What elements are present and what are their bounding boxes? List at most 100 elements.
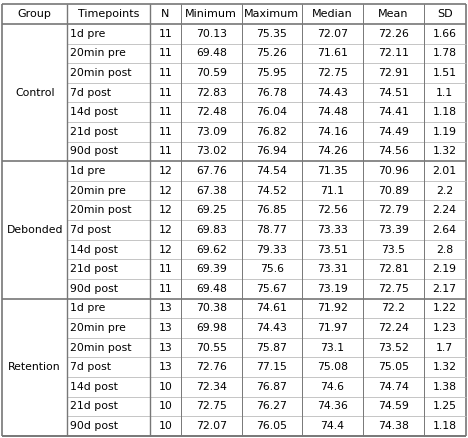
Text: 1.22: 1.22 bbox=[432, 304, 457, 313]
Text: 2.64: 2.64 bbox=[432, 225, 457, 235]
Text: 74.4: 74.4 bbox=[321, 421, 344, 431]
Text: 10: 10 bbox=[159, 382, 172, 392]
Text: 7d post: 7d post bbox=[70, 225, 111, 235]
Text: 12: 12 bbox=[159, 225, 172, 235]
Text: 2.17: 2.17 bbox=[432, 284, 457, 294]
Text: 20min post: 20min post bbox=[70, 343, 131, 353]
Text: 73.09: 73.09 bbox=[196, 127, 227, 137]
Text: 72.91: 72.91 bbox=[378, 68, 409, 78]
Text: 90d post: 90d post bbox=[70, 284, 118, 294]
Text: 74.43: 74.43 bbox=[256, 323, 287, 333]
Text: 2.2: 2.2 bbox=[436, 186, 453, 196]
Text: 69.48: 69.48 bbox=[196, 284, 227, 294]
Text: 1.18: 1.18 bbox=[432, 107, 457, 117]
Text: 13: 13 bbox=[159, 343, 172, 353]
Text: 72.2: 72.2 bbox=[381, 304, 405, 313]
Text: 72.75: 72.75 bbox=[317, 68, 348, 78]
Text: 69.25: 69.25 bbox=[196, 205, 227, 215]
Text: 90d post: 90d post bbox=[70, 421, 118, 431]
Text: 21d post: 21d post bbox=[70, 264, 117, 274]
Text: 72.07: 72.07 bbox=[317, 29, 348, 39]
Text: 70.38: 70.38 bbox=[196, 304, 227, 313]
Text: 74.48: 74.48 bbox=[317, 107, 348, 117]
Text: 74.56: 74.56 bbox=[378, 146, 409, 156]
Text: 75.67: 75.67 bbox=[256, 284, 287, 294]
Text: 69.83: 69.83 bbox=[196, 225, 227, 235]
Text: 21d post: 21d post bbox=[70, 127, 117, 137]
Text: 2.8: 2.8 bbox=[436, 244, 453, 254]
Text: 70.55: 70.55 bbox=[196, 343, 227, 353]
Text: 70.89: 70.89 bbox=[378, 186, 409, 196]
Text: 75.26: 75.26 bbox=[256, 49, 287, 58]
Text: 76.05: 76.05 bbox=[256, 421, 287, 431]
Text: 90d post: 90d post bbox=[70, 146, 118, 156]
Text: 69.98: 69.98 bbox=[196, 323, 227, 333]
Text: Mean: Mean bbox=[378, 9, 409, 19]
Text: 11: 11 bbox=[159, 284, 172, 294]
Text: 73.33: 73.33 bbox=[317, 225, 348, 235]
Text: 1.66: 1.66 bbox=[432, 29, 457, 39]
Text: 2.19: 2.19 bbox=[432, 264, 457, 274]
Text: 74.16: 74.16 bbox=[317, 127, 348, 137]
Text: 11: 11 bbox=[159, 127, 172, 137]
Text: 72.34: 72.34 bbox=[196, 382, 227, 392]
Text: 72.48: 72.48 bbox=[196, 107, 227, 117]
Text: 73.5: 73.5 bbox=[381, 244, 405, 254]
Text: 78.77: 78.77 bbox=[256, 225, 287, 235]
Text: 70.13: 70.13 bbox=[196, 29, 227, 39]
Text: 7d post: 7d post bbox=[70, 88, 111, 98]
Text: 76.85: 76.85 bbox=[256, 205, 287, 215]
Text: Timepoints: Timepoints bbox=[78, 9, 139, 19]
Text: 73.52: 73.52 bbox=[378, 343, 409, 353]
Text: 76.78: 76.78 bbox=[256, 88, 287, 98]
Text: 72.75: 72.75 bbox=[196, 401, 227, 411]
Text: 69.48: 69.48 bbox=[196, 49, 227, 58]
Text: 73.31: 73.31 bbox=[317, 264, 348, 274]
Text: 1.1: 1.1 bbox=[436, 88, 453, 98]
Text: Group: Group bbox=[18, 9, 51, 19]
Text: 76.87: 76.87 bbox=[256, 382, 287, 392]
Text: 74.74: 74.74 bbox=[378, 382, 409, 392]
Text: 74.6: 74.6 bbox=[321, 382, 344, 392]
Text: 1.7: 1.7 bbox=[436, 343, 453, 353]
Text: N: N bbox=[161, 9, 170, 19]
Text: 74.41: 74.41 bbox=[378, 107, 409, 117]
Text: 20min post: 20min post bbox=[70, 68, 131, 78]
Text: 74.43: 74.43 bbox=[317, 88, 348, 98]
Text: 72.83: 72.83 bbox=[196, 88, 227, 98]
Text: 1.32: 1.32 bbox=[432, 362, 457, 372]
Text: 71.92: 71.92 bbox=[317, 304, 348, 313]
Text: 12: 12 bbox=[159, 244, 172, 254]
Text: 74.59: 74.59 bbox=[378, 401, 409, 411]
Text: 1.51: 1.51 bbox=[432, 68, 457, 78]
Text: 1d pre: 1d pre bbox=[70, 29, 105, 39]
Text: 74.36: 74.36 bbox=[317, 401, 348, 411]
Text: 11: 11 bbox=[159, 107, 172, 117]
Text: 72.24: 72.24 bbox=[378, 323, 409, 333]
Text: 76.04: 76.04 bbox=[256, 107, 287, 117]
Text: 12: 12 bbox=[159, 166, 172, 176]
Text: 14d post: 14d post bbox=[70, 107, 117, 117]
Text: 72.26: 72.26 bbox=[378, 29, 409, 39]
Text: 72.11: 72.11 bbox=[378, 49, 409, 58]
Text: 1.38: 1.38 bbox=[432, 382, 457, 392]
Text: 10: 10 bbox=[159, 401, 172, 411]
Text: 72.56: 72.56 bbox=[317, 205, 348, 215]
Text: 1.78: 1.78 bbox=[432, 49, 457, 58]
Text: 67.76: 67.76 bbox=[196, 166, 227, 176]
Text: 76.82: 76.82 bbox=[256, 127, 287, 137]
Text: 20min pre: 20min pre bbox=[70, 323, 125, 333]
Text: SD: SD bbox=[437, 9, 453, 19]
Text: Control: Control bbox=[15, 88, 54, 98]
Text: 75.05: 75.05 bbox=[378, 362, 409, 372]
Text: 11: 11 bbox=[159, 68, 172, 78]
Text: 71.1: 71.1 bbox=[321, 186, 344, 196]
Text: 74.54: 74.54 bbox=[256, 166, 287, 176]
Text: 73.02: 73.02 bbox=[196, 146, 227, 156]
Text: 71.97: 71.97 bbox=[317, 323, 348, 333]
Text: Maximum: Maximum bbox=[244, 9, 300, 19]
Text: 72.07: 72.07 bbox=[196, 421, 227, 431]
Text: 71.61: 71.61 bbox=[317, 49, 348, 58]
Text: 73.1: 73.1 bbox=[321, 343, 344, 353]
Text: 70.96: 70.96 bbox=[378, 166, 409, 176]
